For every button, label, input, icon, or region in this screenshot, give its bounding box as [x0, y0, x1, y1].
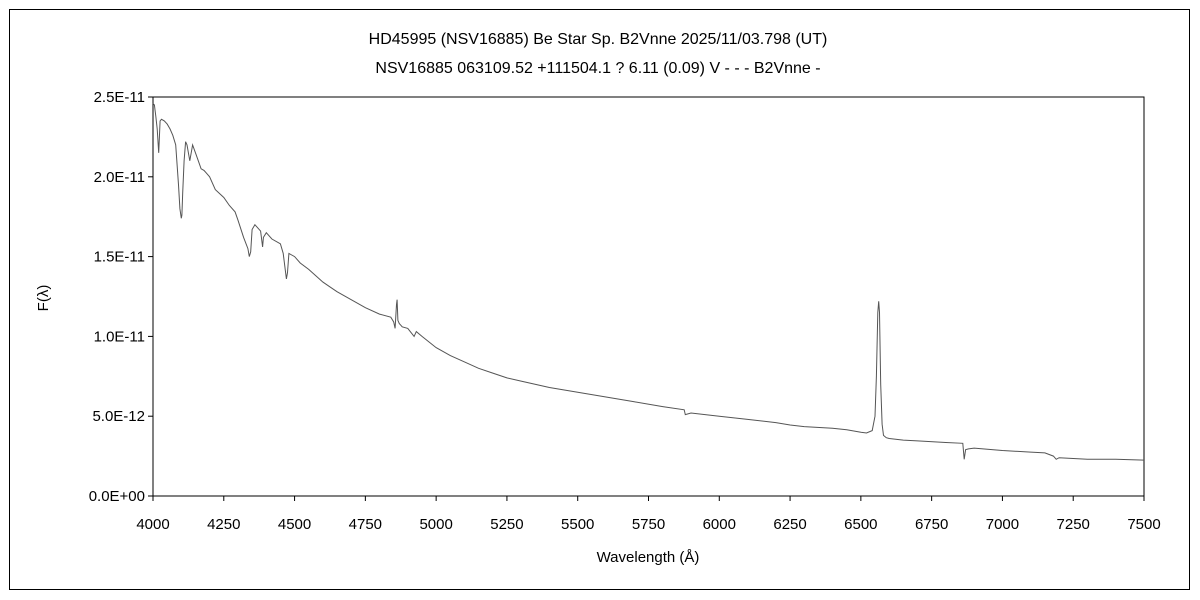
- chart-title-line2: NSV16885 063109.52 +111504.1 ? 6.11 (0.0…: [375, 60, 820, 77]
- y-axis-label: F(λ): [35, 285, 52, 312]
- x-tick-label: 6500: [844, 516, 877, 533]
- x-tick-label: 5250: [490, 516, 523, 533]
- y-tick-label: 2.0E-11: [94, 169, 145, 186]
- x-tick-label: 7000: [986, 516, 1019, 533]
- chart-frame: [9, 9, 1190, 590]
- x-tick-label: 4750: [349, 516, 382, 533]
- x-tick-label: 6250: [773, 516, 806, 533]
- x-tick-label: 6000: [703, 516, 736, 533]
- y-axis: 0.0E+00 5.0E-12 1.0E-11 1.5E-11 2.0E-11 2.5E-…: [89, 89, 153, 505]
- x-tick-label: 4500: [278, 516, 311, 533]
- x-tick-label: 5000: [419, 516, 452, 533]
- y-tick-label: 1.0E-11: [94, 328, 145, 345]
- chart-title-line1: HD45995 (NSV16885) Be Star Sp. B2Vnne 20…: [369, 31, 828, 48]
- x-tick-label: 7500: [1127, 516, 1160, 533]
- x-tick-label: 5750: [632, 516, 665, 533]
- y-tick-label: 1.5E-11: [94, 249, 145, 266]
- x-axis: 4000 4250 4500 4750 5000 5250 5500 5750 6000 6250…: [136, 496, 1161, 533]
- x-tick-label: 5500: [561, 516, 594, 533]
- y-tick-label: 0.0E+00: [89, 488, 145, 505]
- x-tick-label: 6750: [915, 516, 948, 533]
- x-tick-label: 4250: [207, 516, 240, 533]
- y-tick-label: 2.5E-11: [94, 89, 145, 106]
- x-axis-label: Wavelength (Å): [597, 549, 700, 566]
- y-tick-label: 5.0E-12: [92, 408, 145, 425]
- spectrum-line: [152, 103, 1145, 461]
- plot-area: [152, 96, 1145, 497]
- x-tick-label: 4000: [136, 516, 169, 533]
- x-tick-label: 7250: [1057, 516, 1090, 533]
